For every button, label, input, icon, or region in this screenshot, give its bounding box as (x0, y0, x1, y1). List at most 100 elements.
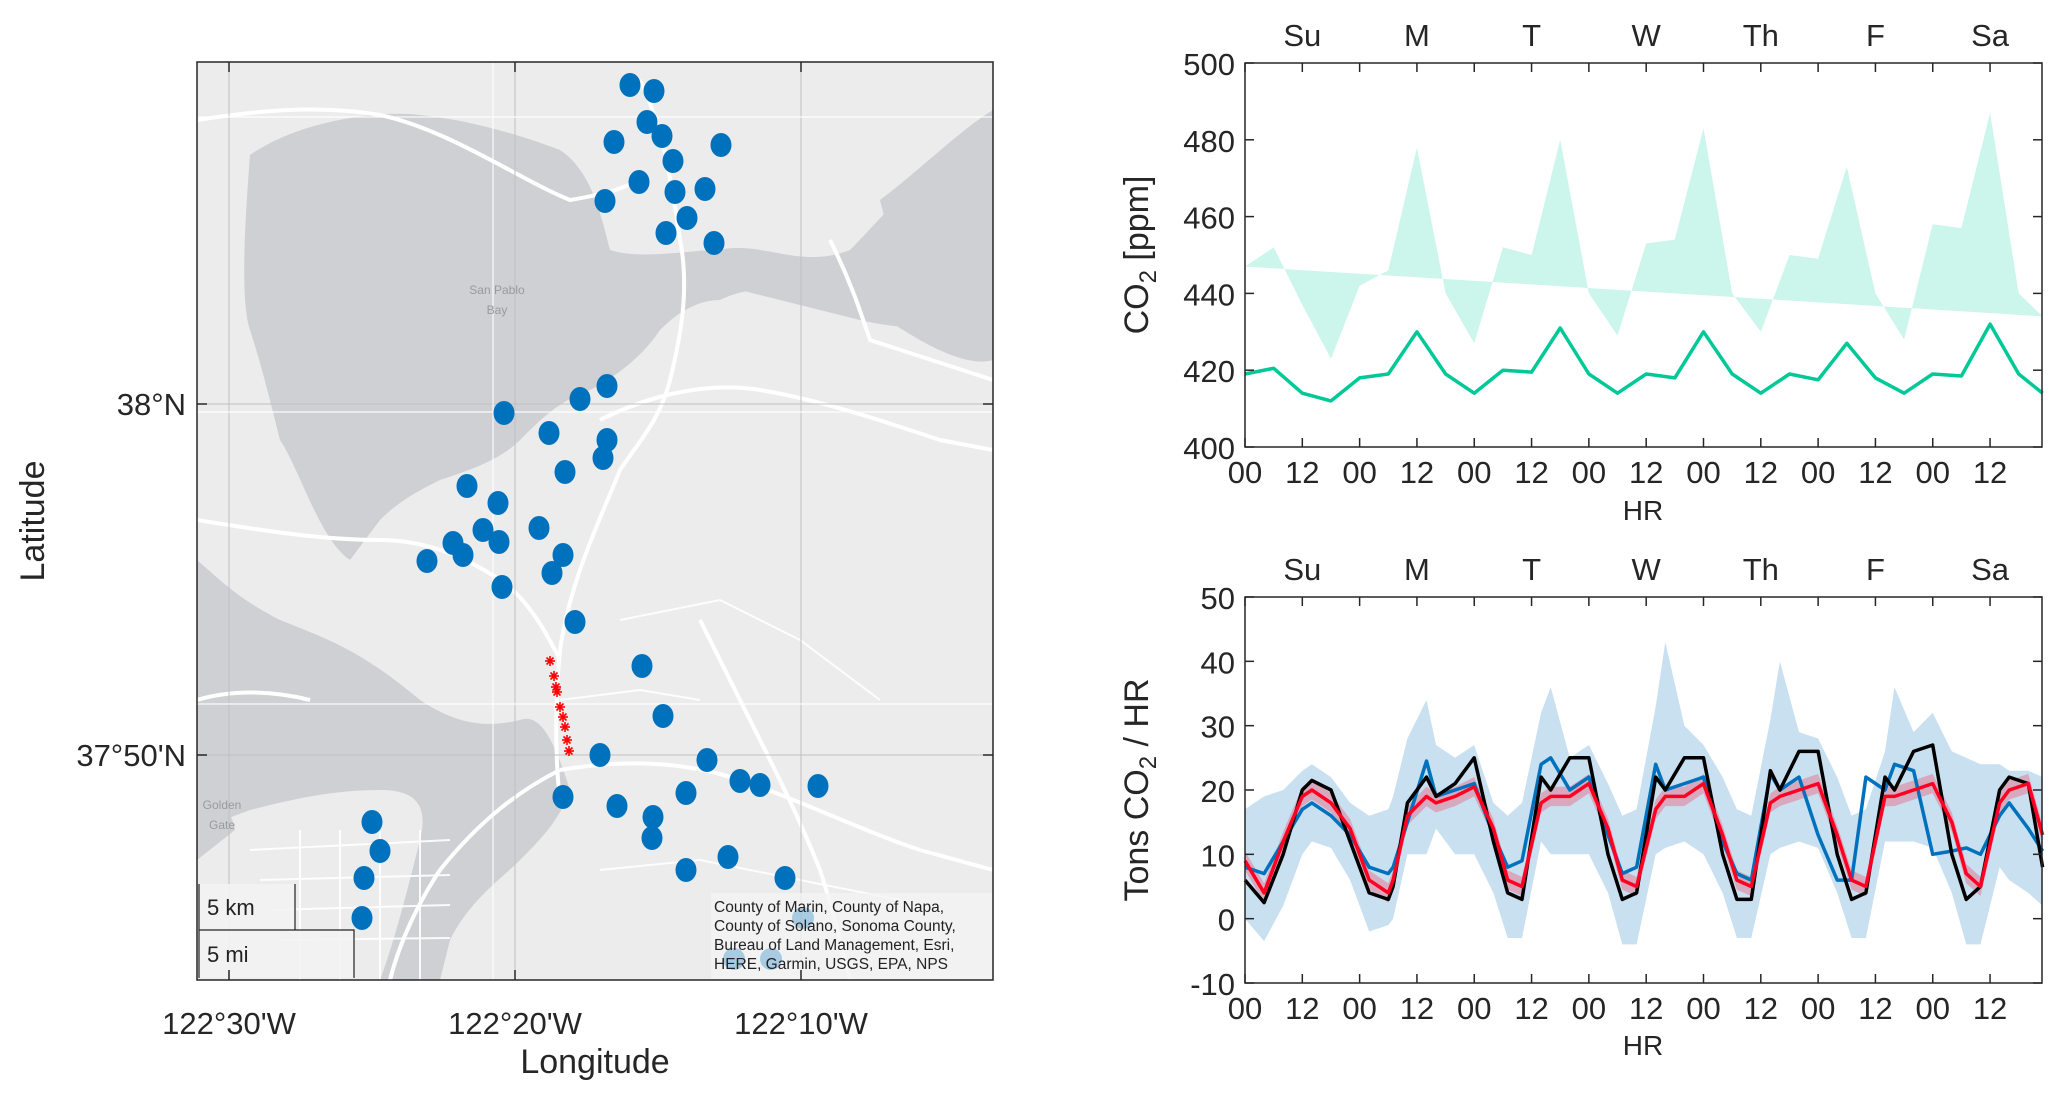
ytick-label: 30 (1201, 710, 1235, 745)
xtick-label: 00 (1916, 455, 1950, 490)
day-label: W (1632, 18, 1662, 53)
xtick-label: 12 (1285, 455, 1319, 490)
road-marker-asterisk (564, 746, 574, 756)
attribution-line: Bureau of Land Management, Esri, (714, 937, 954, 954)
sensor-dot (643, 79, 665, 103)
map-frame (196, 61, 994, 981)
xtick-label: 12 (1285, 991, 1319, 1026)
sensor-dot (361, 810, 383, 834)
sensor-dot-faded (792, 907, 814, 929)
lon-tick-label: 122°10'W (734, 1006, 869, 1041)
sensor-dot (589, 743, 611, 767)
sensor-dot (369, 839, 391, 863)
scale-mi-label: 5 mi (207, 942, 249, 967)
map-xlabel: Longitude (520, 1043, 669, 1081)
sensor-dot (569, 387, 591, 411)
sensor-dot-faded (723, 948, 745, 970)
co2-concentration-chart: 400 420 440 460 480 500 00 12 00 12 00 12 00 12 00 12 00… (1118, 18, 2044, 526)
sensor-dot (664, 180, 686, 204)
xtick-label: 00 (1457, 455, 1491, 490)
map-water-golden-gate (197, 780, 235, 860)
attribution-line: HERE, Garmin, USGS, EPA, NPS (714, 956, 948, 973)
day-label: W (1632, 552, 1662, 587)
sensor-dot (487, 491, 509, 515)
sensor-dot (641, 826, 663, 850)
sensor-dot (710, 133, 732, 157)
sensor-dot (696, 748, 718, 772)
basemap: San Pablo Bay Golden Gate 5 km 5 mi (197, 62, 993, 980)
xtick-label: 12 (1514, 455, 1548, 490)
sensor-dot (552, 543, 574, 567)
sensor-dot (642, 805, 664, 829)
lat-tick-label: 38°N (117, 387, 186, 422)
xtick-label: 12 (1744, 455, 1778, 490)
ytick-label: 420 (1183, 354, 1235, 389)
map-panel: San Pablo Bay Golden Gate 5 km 5 mi (14, 61, 994, 1081)
sensor-dot (717, 845, 739, 869)
sensor-dot (631, 654, 653, 678)
map-water-carquinez (700, 250, 993, 328)
sensor-dot (749, 773, 771, 797)
place-label-san-pablo-bay: San Pablo Bay (469, 283, 525, 317)
emissions-plot-area (1243, 642, 2045, 945)
ytick-label: 20 (1201, 774, 1235, 809)
sensor-dot (552, 785, 574, 809)
day-label: Th (1743, 552, 1779, 587)
scale-bar-lines (198, 884, 355, 978)
ytick-label: 500 (1183, 47, 1235, 82)
day-label: T (1522, 552, 1541, 587)
day-label: F (1866, 18, 1885, 53)
xtick-label: 12 (1858, 455, 1892, 490)
sensor-dot (491, 575, 513, 599)
sensor-dot (636, 110, 658, 134)
xtick-label: 00 (1686, 455, 1720, 490)
xtick-label: 12 (1973, 455, 2007, 490)
xtick-label: 12 (1973, 991, 2007, 1026)
day-label: T (1522, 18, 1541, 53)
xtick-label: 12 (1514, 991, 1548, 1026)
sensor-dot (488, 530, 510, 554)
road-marker-asterisk (545, 656, 555, 666)
sensor-dot (538, 421, 560, 445)
sensor-dot (351, 906, 373, 930)
emissions-ylabel: Tons CO2 / HR (1118, 678, 1162, 901)
emissions-red-line (1243, 781, 2045, 895)
day-label: M (1404, 552, 1430, 587)
svg-text:Bay: Bay (487, 303, 508, 317)
scale-bar: 5 km 5 mi (198, 884, 355, 978)
xtick-label: 12 (1629, 455, 1663, 490)
xtick-label: 12 (1400, 455, 1434, 490)
map-roads (197, 79, 993, 980)
road-marker-asterisk (562, 735, 572, 745)
sensor-dot (452, 543, 474, 567)
co2-axes-box (1244, 62, 2043, 448)
sensor-dot (606, 794, 628, 818)
emissions-xlabel: HR (1623, 1030, 1663, 1061)
day-label: M (1404, 18, 1430, 53)
map-ticks (197, 62, 993, 980)
ytick-label: 0 (1218, 903, 1235, 938)
xtick-label: 00 (1801, 455, 1835, 490)
lat-tick-label: 37°50'N (76, 738, 186, 773)
sensor-dot (675, 781, 697, 805)
ytick-label: -10 (1190, 967, 1235, 1002)
ytick-label: 10 (1201, 838, 1235, 873)
sensor-dot (603, 130, 625, 154)
sensor-dot (676, 206, 698, 230)
xtick-label: 00 (1342, 991, 1376, 1026)
sensor-dot (662, 149, 684, 173)
sensor-dot (652, 704, 674, 728)
co2-plot-area (1244, 112, 2044, 403)
map-graticule-white (197, 62, 993, 980)
sensor-dot (628, 170, 650, 194)
emissions-blue-line (1244, 756, 2045, 882)
co2-xlabel: HR (1623, 495, 1663, 526)
co2-mean-line (1244, 322, 2044, 403)
day-label: Sa (1971, 552, 2010, 587)
sensor-dot (528, 516, 550, 540)
xtick-label: 00 (1228, 455, 1262, 490)
sensor-dot (651, 124, 673, 148)
xtick-label: 00 (1228, 991, 1262, 1026)
svg-text:Golden: Golden (203, 798, 242, 812)
